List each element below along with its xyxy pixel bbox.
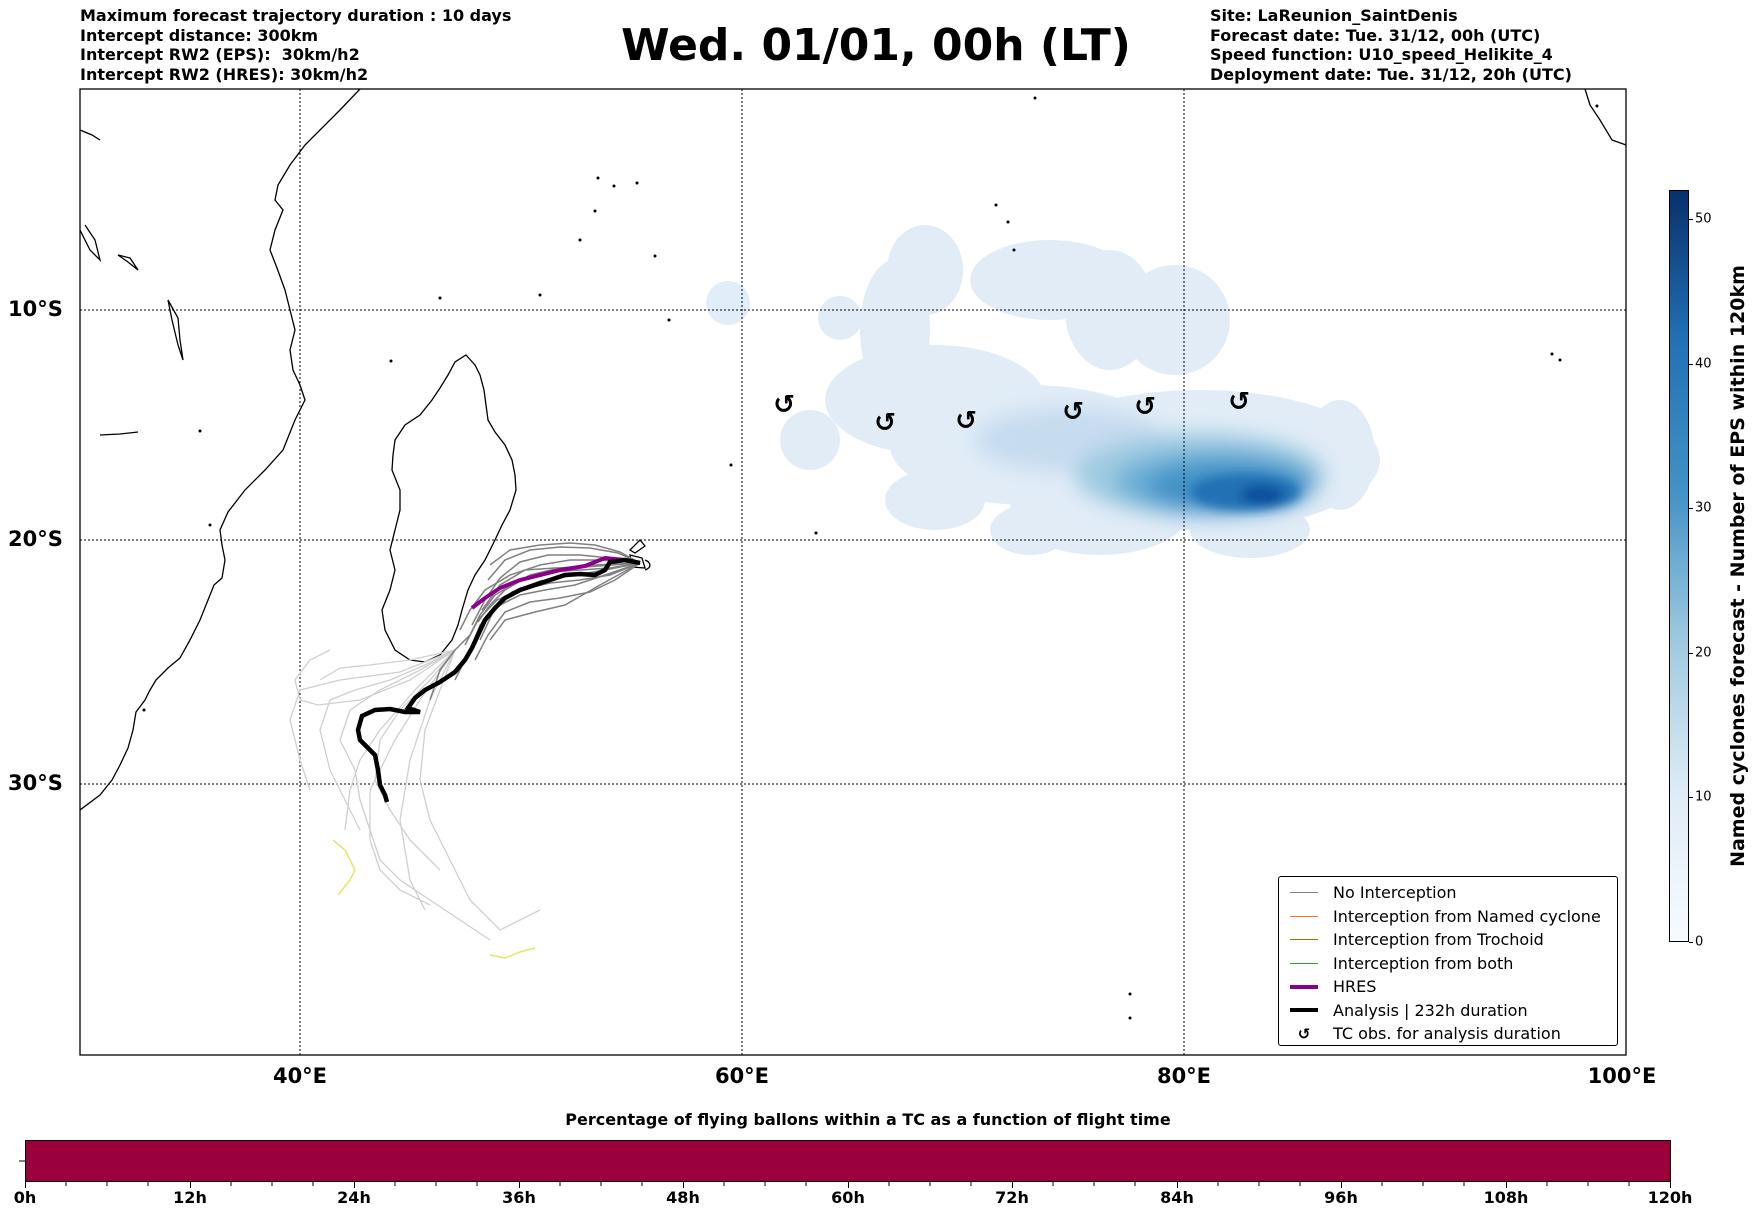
colorbar-tick: 50: [1695, 211, 1712, 227]
header-right: Site: LaReunion_SaintDenis Forecast date…: [1210, 6, 1572, 84]
time-tick: 48h: [666, 1188, 700, 1207]
eps-density-field: [706, 225, 1380, 558]
density-low-region: [706, 225, 1380, 558]
tc-observation-icon: ↺: [955, 406, 977, 436]
time-tick: 60h: [831, 1188, 865, 1207]
legend-label: No Interception: [1333, 883, 1457, 903]
tc-observation-icon: ↺: [773, 390, 795, 420]
time-tick: 96h: [1324, 1188, 1358, 1207]
tc-observation-icon: ↺: [1228, 387, 1250, 417]
legend-line-icon: [1290, 892, 1318, 894]
colorbar-tick: 0: [1695, 934, 1704, 950]
analysis-trajectory: [355, 557, 641, 803]
time-bar-minor-ticks: [19, 1160, 1630, 1186]
legend-item-tc-obs: ↺ TC obs. for analysis duration: [1287, 1022, 1609, 1046]
colorbar-tick: 20: [1695, 645, 1712, 661]
time-bar-title: Percentage of flying ballons within a TC…: [565, 1110, 1171, 1129]
legend-line-icon: [1290, 939, 1318, 941]
lat-label: 20°S: [8, 527, 63, 551]
tc-observation-icon: ↺: [1134, 392, 1156, 422]
reunion-island: [644, 559, 651, 571]
lat-label: 30°S: [8, 771, 63, 795]
legend-line-icon: [1290, 1008, 1318, 1013]
map-title: Wed. 01/01, 00h (LT): [621, 20, 1131, 71]
coastlines: [80, 89, 1626, 811]
lon-label: 80°E: [1156, 1064, 1212, 1088]
colorbar-label: Named cyclones forecast - Number of EPS …: [1727, 265, 1749, 867]
lon-label: 60°E: [714, 1064, 770, 1088]
header-left-line: Maximum forecast trajectory duration : 1…: [80, 6, 512, 25]
legend-label: TC obs. for analysis duration: [1333, 1024, 1561, 1044]
time-bar-fill: [26, 1141, 1670, 1181]
trajectories-yellow: [332, 839, 536, 959]
colorbar-tick: 40: [1695, 356, 1712, 372]
colorbar-gradient: [1669, 190, 1689, 942]
time-tick: 12h: [173, 1188, 207, 1207]
legend-item-hres: HRES: [1287, 975, 1609, 999]
legend-label: Analysis | 232h duration: [1333, 1000, 1528, 1020]
lon-label: 100°E: [1587, 1064, 1657, 1088]
colorbar-tick: 10: [1695, 789, 1712, 805]
time-tick: 72h: [995, 1188, 1029, 1207]
legend-label: HRES: [1333, 977, 1377, 997]
legend-item-both: Interception from both: [1287, 952, 1609, 976]
legend-line-icon: [1290, 915, 1318, 917]
time-tick: 84h: [1160, 1188, 1194, 1207]
legend-item-no-interception: No Interception: [1287, 881, 1609, 905]
header-left-line: Intercept RW2 (HRES): 30km/h2: [80, 64, 369, 84]
lon-label: 40°E: [272, 1064, 328, 1088]
hres-trajectory: [470, 555, 641, 610]
trajectories-late: [289, 649, 541, 941]
header-right-line: Deployment date: Tue. 31/12, 20h (UTC): [1210, 64, 1572, 84]
map-frame: [79, 88, 1627, 1056]
header-left-line: Intercept RW2 (EPS): 30km/h2: [80, 45, 360, 64]
legend-item-named-cyclone: Interception from Named cyclone: [1287, 905, 1609, 929]
legend-item-trochoid: Interception from Trochoid: [1287, 928, 1609, 952]
tc-observation-icon: ↺: [1062, 397, 1084, 427]
tc-observation-icon: ↺: [874, 408, 896, 438]
time-tick: 36h: [502, 1188, 536, 1207]
legend-line-icon: [1290, 962, 1318, 964]
small-islands: [142, 96, 1599, 1020]
time-tick: 108h: [1483, 1188, 1529, 1207]
colorbar-tick: 30: [1695, 500, 1712, 516]
legend-line-icon: [1290, 984, 1318, 989]
legend-label: Interception from both: [1333, 953, 1514, 973]
lat-label: 10°S: [8, 297, 63, 321]
legend-label: Interception from Trochoid: [1333, 930, 1544, 950]
time-tick: 0h: [13, 1188, 37, 1207]
header-right-line: Speed function: U10_speed_Helikite_4: [1210, 45, 1553, 64]
legend-item-analysis: Analysis | 232h duration: [1287, 999, 1609, 1023]
colorbar: [1669, 190, 1689, 942]
header-right-line: Site: LaReunion_SaintDenis: [1210, 6, 1458, 25]
time-bar: [25, 1140, 1671, 1182]
header-left-line: Intercept distance: 300km: [80, 25, 319, 45]
header-left: Maximum forecast trajectory duration : 1…: [80, 6, 511, 84]
header-right-line: Forecast date: Tue. 31/12, 00h (UTC): [1210, 25, 1541, 45]
time-tick: 24h: [337, 1188, 371, 1207]
legend-label: Interception from Named cyclone: [1333, 906, 1601, 926]
tc-symbol-icon: ↺: [1297, 1024, 1311, 1043]
time-tick: 120h: [1647, 1188, 1693, 1207]
legend: No Interception Interception from Named …: [1278, 876, 1618, 1046]
